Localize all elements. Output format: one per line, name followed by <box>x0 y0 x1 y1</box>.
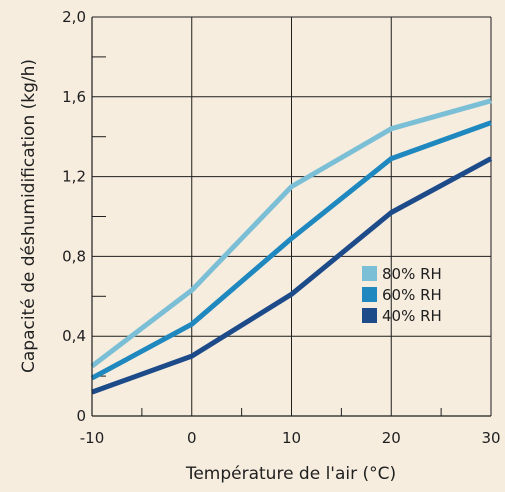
axis-layer: -10 0 10 20 30 0 0,4 0,8 1,2 1,6 2,0 <box>62 8 500 447</box>
x-tick-label: 0 <box>187 429 197 447</box>
x-axis-title: Température de l'air (°C) <box>185 464 396 484</box>
series-line-80rh <box>90 98 492 369</box>
label-layer: Température de l'air (°C) Capacité de dé… <box>19 59 396 484</box>
series-line-40rh <box>91 156 493 395</box>
x-tick-label: -10 <box>80 429 105 447</box>
y-tick-label: 0,8 <box>62 247 86 265</box>
legend-swatch <box>362 287 377 302</box>
y-tick-label: 0,4 <box>62 327 86 345</box>
legend-label: 40% RH <box>382 307 442 325</box>
x-tick-label: 30 <box>481 429 500 447</box>
y-tick-label: 0 <box>76 407 86 425</box>
tick-layer <box>92 56 442 416</box>
series-line-60rh <box>90 120 492 381</box>
legend-swatch <box>362 308 377 323</box>
x-tick-label: 10 <box>282 429 301 447</box>
series-layer <box>90 98 493 395</box>
y-axis-title: Capacité de déshumidification (kg/h) <box>19 59 39 373</box>
legend-label: 60% RH <box>382 286 442 304</box>
grid-layer <box>91 16 492 417</box>
y-tick-label: 1,2 <box>62 168 86 186</box>
legend: 80% RH 60% RH 40% RH <box>362 265 442 325</box>
y-tick-label: 1,6 <box>62 88 86 106</box>
legend-swatch <box>362 266 377 281</box>
y-tick-label: 2,0 <box>62 8 86 26</box>
x-tick-label: 20 <box>382 429 401 447</box>
legend-label: 80% RH <box>382 265 442 283</box>
